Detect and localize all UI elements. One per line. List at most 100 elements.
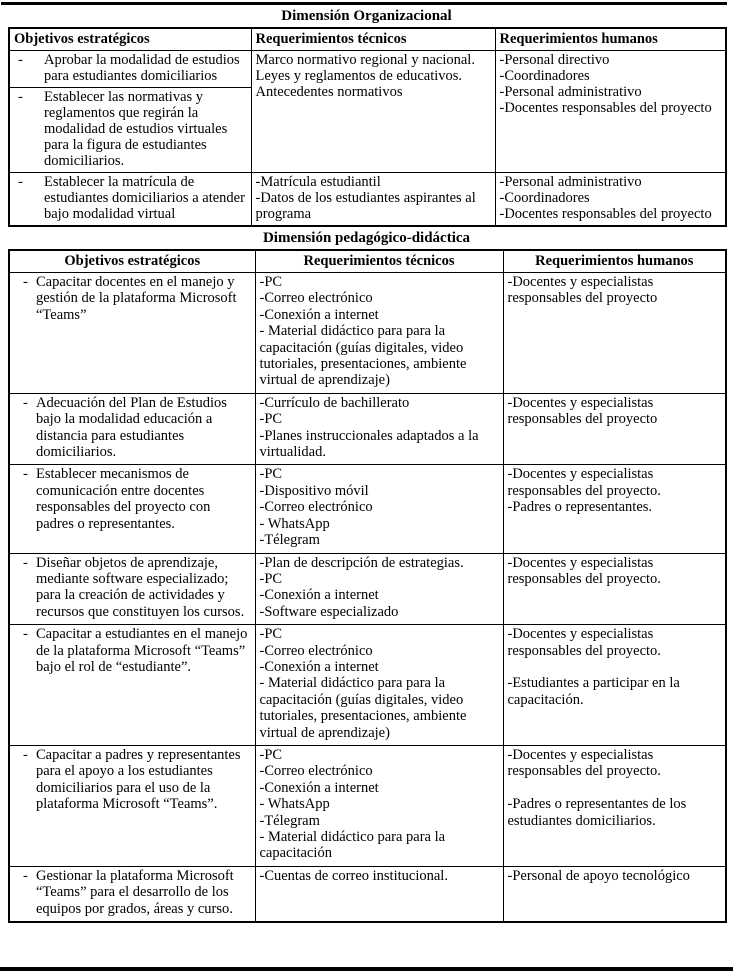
dash-list-marker: -: [23, 746, 28, 763]
requirement-line: -Correo electrónico: [259, 763, 373, 780]
requirement-line: -Conexión a internet: [259, 587, 379, 604]
requirement-line: -Padres o representantes.: [507, 499, 653, 516]
cell-requerimientos-tecnicos: -Cuentas de correo institucional.: [254, 865, 504, 923]
table-row: - Capacitar a padres y representantes par…: [8, 744, 727, 867]
dash-list-marker: -: [23, 466, 28, 483]
cell-objetivos: - Establecer mecanismos de comunicación e…: [8, 464, 256, 554]
table-body: - Capacitar docentes en el manejo y gesti…: [8, 272, 727, 923]
requirement-line: -Coordinadores: [499, 190, 590, 206]
objective-text: Adecuación del Plan de Estudios bajo la …: [36, 394, 227, 461]
cell-objetivos: - Adecuación del Plan de Estudios bajo la…: [8, 392, 256, 466]
objective-item: - Gestionar la plataforma Microsoft “Team…: [14, 868, 250, 917]
cell-requerimientos-humanos: -Personal administrativo -Coordinadores -D…: [494, 172, 727, 227]
column-header-1: Objetivos estratégicos: [8, 249, 256, 273]
cell-requerimientos-tecnicos: Marco normativo regional y nacional. Leye…: [250, 50, 496, 173]
requirement-line: -Personal administrativo: [499, 84, 642, 100]
cell-requerimientos-humanos: -Docentes y especialistas responsables d…: [502, 272, 727, 394]
dash-list-marker: -: [18, 52, 23, 68]
table-header: Objetivos estratégicos Requerimientos téc…: [8, 27, 727, 51]
objective-text: Establecer la matrícula de estudiantes d…: [44, 174, 245, 222]
cell-requerimientos-humanos: -Personal de apoyo tecnológico: [502, 865, 727, 923]
requirement-line: [508, 659, 721, 675]
requirement-line: -Conexión a internet: [259, 658, 379, 675]
column-header-1: Objetivos estratégicos: [8, 27, 252, 51]
objective-item: - Establecer la matrícula de estudiantes …: [14, 174, 246, 222]
requirement-line: -Software especializado: [259, 603, 399, 620]
requirement-line: -Docentes y especialistas responsables d…: [507, 626, 661, 659]
requirement-line: -PC: [259, 570, 283, 587]
requirement-line: -Docentes y especialistas responsables d…: [507, 394, 658, 428]
objective-text: Establecer las normativas y reglamentos …: [44, 89, 228, 169]
objective-item: - Establecer las normativas y reglamentos…: [14, 89, 246, 169]
header-row: Objetivos estratégicos Requerimientos téc…: [8, 27, 727, 51]
objective-item: - Diseñar objetos de aprendizaje, mediant…: [14, 555, 250, 621]
dash-list-marker: -: [23, 554, 28, 571]
requirement-line: -Correo electrónico: [259, 499, 373, 516]
requirement-line: -Cuentas de correo institucional.: [259, 867, 448, 884]
objective-text: Diseñar objetos de aprendizaje, mediante…: [36, 554, 245, 620]
objective-item: - Capacitar a padres y representantes par…: [14, 747, 250, 813]
objective-item: - Capacitar docentes en el manejo y gesti…: [14, 274, 250, 323]
requirement-line: -Docentes y especialistas responsables d…: [507, 554, 661, 587]
requirement-line: -Estudiantes a participar en la capacita…: [507, 675, 680, 708]
requirement-line: [508, 780, 721, 796]
cell-requerimientos-tecnicos: -PC -Correo electrónico -Conexión a intern…: [254, 272, 504, 394]
objective-item: - Capacitar a estudiantes en el manejo de…: [14, 626, 250, 675]
cell-objetivos: - Gestionar la plataforma Microsoft “Team…: [8, 865, 256, 923]
table-dimension-pedagogico-didactica: Objetivos estratégicos Requerimientos téc…: [8, 249, 727, 924]
bottom-rule: [0, 967, 733, 971]
dash-list-marker: -: [18, 89, 23, 105]
requirement-line: -Padres o representantes de los estudian…: [507, 796, 687, 829]
column-header-2: Requerimientos técnicos: [254, 249, 504, 273]
requirement-line: -Télegram: [259, 532, 320, 549]
cell-requerimientos-tecnicos: -Matrícula estudiantil -Datos de los estu…: [250, 172, 496, 227]
cell-requerimientos-tecnicos: -Plan de descripción de estrategias. -PC -…: [254, 552, 504, 626]
cell-requerimientos-humanos: -Docentes y especialistas responsables d…: [502, 624, 727, 746]
requirement-line: -Datos de los estudiantes aspirantes al …: [255, 190, 476, 222]
table-header: Objetivos estratégicos Requerimientos téc…: [8, 249, 727, 273]
requirement-line: -Docentes y especialistas responsables d…: [507, 466, 661, 499]
cell-requerimientos-tecnicos: -PC -Correo electrónico -Conexión a intern…: [254, 744, 504, 867]
cell-requerimientos-humanos: -Personal directivo -Coordinadores -Person…: [494, 50, 727, 173]
requirement-line: - WhatsApp: [259, 796, 330, 813]
cell-objetivos: - Capacitar a estudiantes en el manejo de…: [8, 624, 256, 746]
requirement-line: -PC: [259, 746, 283, 763]
table-title-pedagogico-didactica: Dimensión pedagógico-didáctica: [262, 230, 471, 246]
cell-requerimientos-humanos: -Docentes y especialistas responsables d…: [502, 552, 727, 626]
requirement-line: - WhatsApp: [259, 515, 330, 532]
dash-list-marker: -: [23, 274, 28, 290]
objective-item: - Establecer mecanismos de comunicación e…: [14, 466, 250, 532]
requirement-line: Leyes y reglamentos de educativos.: [255, 68, 463, 84]
requirement-line: -Matrícula estudiantil: [255, 174, 381, 190]
cell-objetivos: - Establecer las normativas y reglamentos…: [8, 87, 252, 173]
table-row: - Capacitar a estudiantes en el manejo de…: [8, 624, 727, 746]
column-header-3: Requerimientos humanos: [494, 27, 727, 51]
objective-text: Gestionar la plataforma Microsoft “Teams…: [36, 867, 234, 917]
requirement-line: -Docentes responsables del proyecto: [499, 206, 712, 222]
objective-item: - Adecuación del Plan de Estudios bajo la…: [14, 395, 250, 461]
table-body: - Aprobar la modalidad de estudios para e…: [8, 50, 727, 227]
requirement-line: Marco normativo regional y nacional.: [255, 52, 475, 68]
requirement-line: -Dispositivo móvil: [259, 482, 369, 499]
requirement-line: -Correo electrónico: [259, 642, 373, 659]
objective-text: Aprobar la modalidad de estudios para es…: [44, 52, 240, 84]
document-page: Dimensión Organizacional Objetivos estra…: [8, 8, 727, 924]
table-dimension-organizacional: Objetivos estratégicos Requerimientos téc…: [8, 27, 727, 227]
dash-list-marker: -: [23, 394, 28, 411]
dash-list-marker: -: [23, 626, 28, 643]
requirement-line: -Conexión a internet: [259, 306, 379, 323]
dash-list-marker: -: [18, 174, 23, 190]
table-title-organizacional: Dimensión Organizacional: [281, 8, 452, 24]
requirement-line: - Material didáctico para para la capaci…: [259, 675, 467, 741]
cell-objetivos: - Establecer la matrícula de estudiantes …: [8, 172, 252, 227]
requirement-line: - Material didáctico para para la capaci…: [259, 829, 446, 862]
objective-item: - Aprobar la modalidad de estudios para e…: [14, 52, 246, 84]
table-row: - Establecer la matrícula de estudiantes …: [8, 172, 727, 227]
requirement-line: -Currículo de bachillerato: [259, 394, 410, 411]
requirement-line: -Docentes y especialistas responsables d…: [507, 746, 661, 780]
cell-objetivos: - Aprobar la modalidad de estudios para e…: [8, 50, 252, 88]
cell-requerimientos-humanos: -Docentes y especialistas responsables d…: [502, 464, 727, 554]
objective-text: Establecer mecanismos de comunicación en…: [36, 466, 211, 532]
table-row: - Gestionar la plataforma Microsoft “Team…: [8, 865, 727, 923]
dash-list-marker: -: [23, 867, 28, 884]
